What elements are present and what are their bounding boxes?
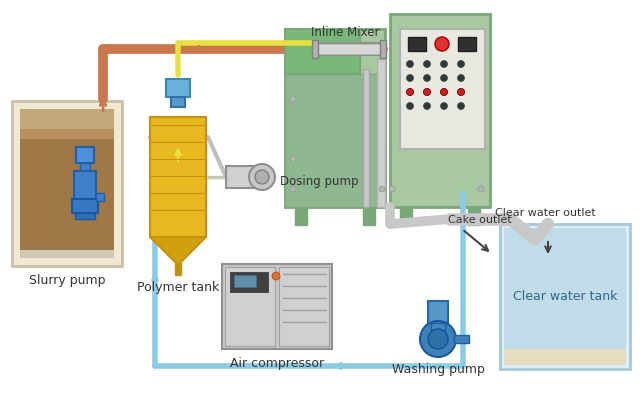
Bar xyxy=(317,45,381,55)
Circle shape xyxy=(435,38,449,52)
Circle shape xyxy=(406,103,413,110)
Text: Slurry pump: Slurry pump xyxy=(29,274,105,287)
Bar xyxy=(166,80,190,98)
Circle shape xyxy=(428,329,448,349)
Circle shape xyxy=(406,89,413,96)
Bar xyxy=(234,275,256,287)
Bar xyxy=(226,166,256,189)
Bar xyxy=(80,164,90,172)
Bar xyxy=(377,60,385,207)
Bar xyxy=(363,207,375,225)
Bar xyxy=(428,301,448,323)
Bar xyxy=(458,38,476,52)
Bar xyxy=(20,130,114,139)
Circle shape xyxy=(290,97,296,103)
Bar xyxy=(390,15,490,207)
Circle shape xyxy=(290,157,296,163)
Text: Inline Mixer: Inline Mixer xyxy=(311,25,380,38)
Bar xyxy=(20,132,114,250)
Circle shape xyxy=(424,61,431,68)
Circle shape xyxy=(406,89,413,96)
Circle shape xyxy=(255,171,269,184)
Circle shape xyxy=(406,61,413,68)
Circle shape xyxy=(379,187,385,193)
Text: Polymer tank: Polymer tank xyxy=(137,281,219,294)
Bar xyxy=(20,110,114,132)
Bar xyxy=(12,102,122,266)
Bar xyxy=(279,267,329,346)
Bar xyxy=(380,41,386,59)
Bar xyxy=(285,75,385,207)
Bar xyxy=(96,193,104,202)
Text: Washing pump: Washing pump xyxy=(392,363,484,375)
Circle shape xyxy=(424,89,431,96)
Circle shape xyxy=(440,89,447,96)
Bar xyxy=(171,98,185,108)
Circle shape xyxy=(420,321,456,357)
Bar xyxy=(468,207,480,225)
Circle shape xyxy=(458,89,465,96)
Circle shape xyxy=(424,75,431,82)
Text: Clear water outlet: Clear water outlet xyxy=(495,207,596,218)
Bar xyxy=(225,267,275,346)
Bar xyxy=(175,263,181,275)
Bar xyxy=(20,110,114,258)
Bar xyxy=(408,38,426,52)
Bar xyxy=(285,30,360,75)
Bar xyxy=(400,207,412,225)
Circle shape xyxy=(458,75,465,82)
Bar xyxy=(431,323,445,331)
Circle shape xyxy=(440,103,447,110)
Bar xyxy=(295,207,307,225)
Bar xyxy=(285,30,385,207)
Bar xyxy=(74,172,96,200)
Polygon shape xyxy=(150,237,206,265)
Text: Dosing pump: Dosing pump xyxy=(280,175,358,188)
Circle shape xyxy=(272,272,280,280)
Circle shape xyxy=(424,89,431,96)
Circle shape xyxy=(424,103,431,110)
Circle shape xyxy=(440,75,447,82)
Bar xyxy=(76,148,94,164)
Bar xyxy=(72,200,98,213)
Bar xyxy=(150,118,206,237)
Circle shape xyxy=(440,61,447,68)
Circle shape xyxy=(478,187,484,193)
Bar xyxy=(500,225,630,369)
Bar xyxy=(222,264,332,349)
Circle shape xyxy=(440,89,447,96)
Bar xyxy=(363,70,369,207)
Circle shape xyxy=(290,187,296,193)
Circle shape xyxy=(458,89,465,96)
Bar xyxy=(312,41,318,59)
Text: Clear water tank: Clear water tank xyxy=(513,290,617,303)
Bar xyxy=(400,30,485,150)
Bar xyxy=(230,272,268,292)
Circle shape xyxy=(458,103,465,110)
Text: Air compressor: Air compressor xyxy=(230,357,324,370)
Circle shape xyxy=(406,75,413,82)
Circle shape xyxy=(389,187,395,193)
Text: Cake outlet: Cake outlet xyxy=(448,214,512,225)
Bar xyxy=(315,44,383,56)
Bar xyxy=(454,335,469,343)
Circle shape xyxy=(458,61,465,68)
Bar xyxy=(504,229,626,353)
Bar xyxy=(504,349,626,365)
Bar xyxy=(75,213,95,220)
Circle shape xyxy=(249,164,275,191)
